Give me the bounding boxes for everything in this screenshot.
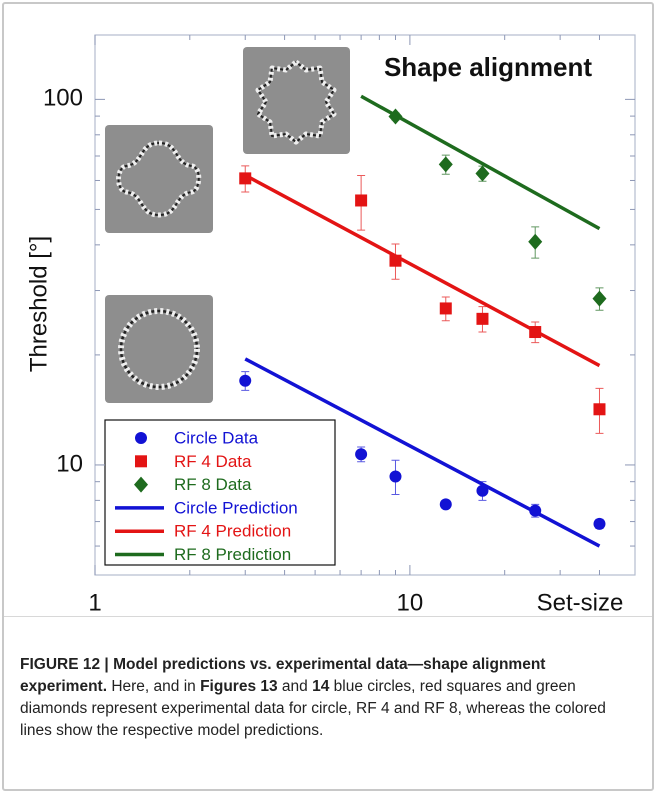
diamond-marker	[438, 156, 453, 173]
caption-text: blue circles, red squares and green diam…	[20, 678, 606, 739]
caption-text: Here, and in	[107, 678, 201, 695]
legend-box	[104, 419, 336, 566]
legend-label: Circle Prediction	[174, 498, 298, 517]
legend-label: RF 8 Prediction	[174, 545, 291, 564]
separator	[4, 616, 652, 617]
square-marker	[355, 194, 368, 207]
circle-marker	[239, 374, 252, 387]
circle-marker	[593, 517, 606, 530]
prediction-line	[244, 357, 601, 548]
legend-label: RF 8 Data	[174, 475, 252, 494]
x-tick-label: 10	[397, 589, 424, 614]
legend-marker	[135, 432, 147, 444]
square-marker	[593, 403, 606, 416]
caption-text: and	[277, 678, 313, 695]
legend-marker	[135, 455, 147, 468]
figure-ref: Figures 13	[200, 678, 278, 695]
legend-label: RF 4 Prediction	[174, 522, 291, 541]
annotation: Shape alignment	[384, 52, 592, 82]
square-marker	[476, 312, 489, 325]
caption-title: Model predictions vs. experimental data—…	[20, 656, 546, 695]
figure-ref: 14	[312, 678, 330, 695]
inset-rf4	[105, 125, 213, 233]
diamond-marker	[528, 233, 543, 250]
x-tick-label: 1	[88, 589, 101, 614]
y-axis-label: Threshold [°]	[25, 236, 52, 372]
x-axis-label: Set-size	[537, 589, 624, 614]
diamond-marker	[475, 165, 490, 182]
circle-marker	[355, 448, 368, 461]
y-tick-label: 10	[56, 450, 83, 477]
legend-marker	[134, 476, 148, 493]
inset-rf8	[243, 47, 350, 154]
inset-circle	[105, 295, 213, 403]
circle-marker	[439, 498, 452, 511]
caption-label: FIGURE 12 |	[20, 656, 109, 673]
chart: Shape alignment Set-size Threshold [°] 1…	[25, 34, 636, 614]
y-tick-label: 100	[43, 85, 83, 112]
circle-marker	[389, 470, 402, 483]
prediction-line	[360, 94, 601, 231]
prediction-line	[244, 173, 601, 368]
diamond-marker	[592, 290, 607, 307]
legend-label: Circle Data	[174, 428, 259, 447]
caption: FIGURE 12 | Model predictions vs. experi…	[20, 654, 635, 742]
legend-label: RF 4 Data	[174, 452, 252, 471]
square-marker	[439, 302, 452, 315]
